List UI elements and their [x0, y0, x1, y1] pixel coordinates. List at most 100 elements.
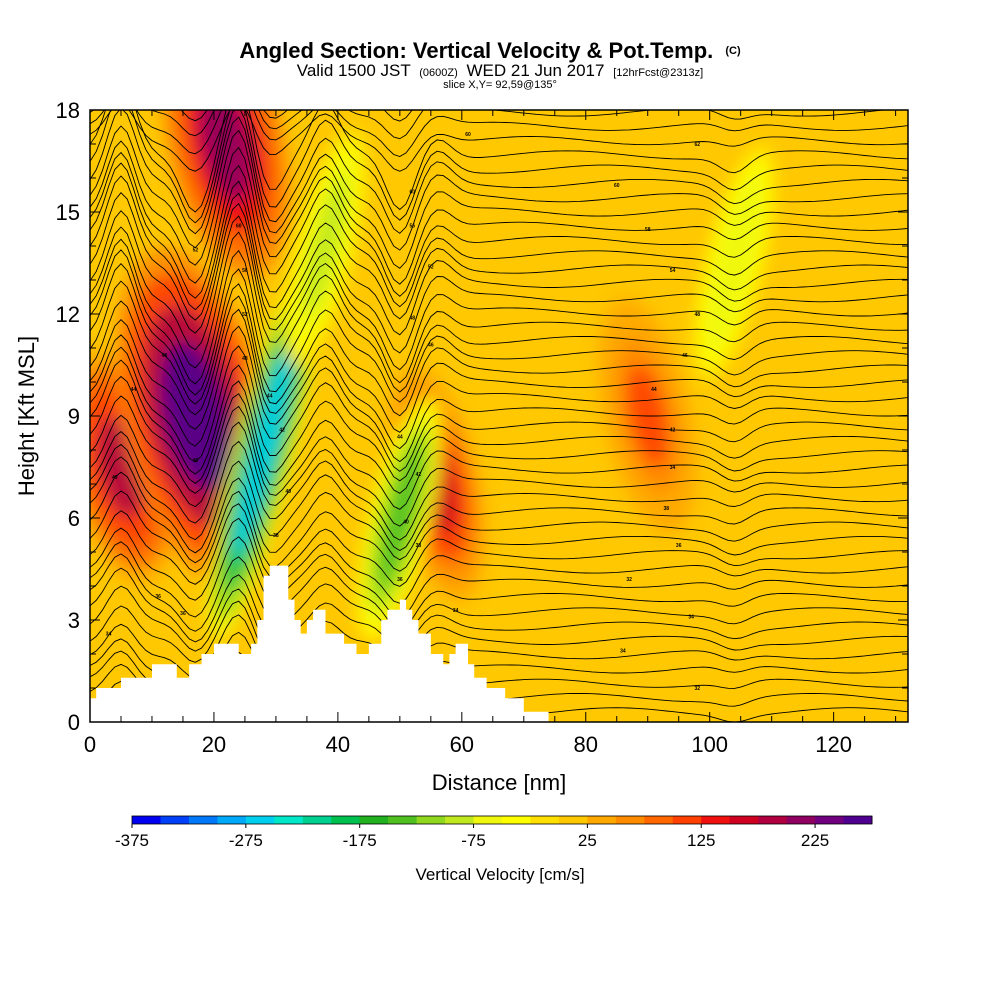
theta-contour-line: [90, 375, 908, 484]
contour-label-text: 46: [193, 458, 199, 464]
colorbar: [131, 815, 873, 825]
contour-label-text: 46: [428, 343, 434, 349]
contour-label-text: 38: [416, 543, 422, 549]
colorbar-swatch: [672, 816, 702, 824]
colorbar-labels: -375 -275 -175 -75 25 125 225: [115, 824, 829, 850]
x-axis-title: Distance [nm]: [432, 770, 567, 795]
contour-label-text: 60: [614, 183, 620, 189]
y-axis-title: Height [Kft MSL]: [14, 336, 39, 496]
y-tick-label: 9: [68, 404, 80, 429]
x-axis: 0 20 40 60 80 100 120: [84, 110, 897, 757]
colorbar-tick-label: -75: [461, 831, 486, 850]
contour-label-16: 60: [409, 190, 415, 196]
updraft-1-band-3: [161, 342, 230, 490]
contour-label-text: 44: [651, 387, 657, 393]
theta-contour-line: [90, 585, 908, 652]
contour-label-15: 38: [273, 533, 279, 539]
contour-label-33: 44: [651, 387, 657, 393]
theta-contour-line: [90, 359, 908, 475]
colorbar-swatch: [729, 816, 759, 824]
colorbar-swatch: [530, 816, 560, 824]
contour-label-30: 54: [670, 268, 676, 274]
theta-contour-line: [90, 110, 908, 224]
contour-label-text: 56: [409, 224, 415, 230]
y-tick-label: 12: [56, 302, 80, 327]
theta-contour-line: [90, 129, 908, 269]
valid-date: WED 21 Jun 2017: [466, 61, 604, 80]
theta-contour-line: [90, 295, 908, 417]
contour-label-40: 34: [620, 649, 626, 655]
colorbar-swatch: [302, 816, 332, 824]
colorbar-swatch: [245, 816, 275, 824]
contour-label-32: 46: [682, 353, 688, 359]
theta-contour-line: [90, 600, 908, 665]
contour-label-text: 42: [416, 472, 422, 478]
x-tick-label: 100: [691, 732, 728, 757]
contour-label-text: 36: [676, 543, 682, 549]
colorbar-swatch: [786, 816, 816, 824]
contour-label-21: 44: [397, 434, 403, 440]
contour-label-31: 48: [695, 312, 701, 318]
valid-utc: (0600Z): [419, 67, 458, 79]
theta-contour-line: [90, 490, 908, 573]
contour-label-text: 48: [162, 353, 168, 359]
contour-label-11: 48: [242, 356, 248, 362]
contour-label-23: 40: [403, 519, 409, 525]
theta-contour-line: [90, 456, 908, 554]
theta-contour-line: [90, 517, 908, 604]
theta-contour-line: [90, 536, 908, 619]
theta-contour-line: [90, 345, 908, 463]
chart-title: Angled Section: Vertical Velocity & Pot.…: [239, 38, 741, 63]
chart-subtitle: Valid 1500 JST (0600Z) WED 21 Jun 2017 […: [297, 61, 703, 80]
colorbar-swatch: [758, 816, 788, 824]
contour-label-18: 52: [428, 264, 434, 270]
contour-label-19: 48: [409, 315, 415, 321]
theta-contour-line: [90, 202, 908, 336]
contour-label-36: 38: [664, 506, 670, 512]
theta-contour-line: [90, 110, 908, 172]
contour-label-text: 44: [267, 394, 273, 400]
contour-label-text: 36: [397, 577, 403, 583]
contour-label-8: 60: [236, 224, 242, 230]
colorbar-swatch: [587, 816, 617, 824]
contour-label-9: 56: [242, 268, 248, 274]
contour-label-7: 52: [193, 247, 199, 253]
y-tick-label: 15: [56, 200, 80, 225]
theta-contour-line: [90, 325, 908, 450]
colorbar-swatch: [359, 816, 389, 824]
contour-label-text: 34: [670, 465, 676, 471]
x-tick-label: 40: [326, 732, 350, 757]
contour-label-text: 40: [112, 475, 118, 481]
contour-label-text: 42: [279, 428, 285, 434]
contour-label-37: 36: [676, 543, 682, 549]
colorbar-swatch: [615, 816, 645, 824]
contour-label-text: 52: [193, 247, 199, 253]
colorbar-swatch: [160, 816, 190, 824]
contour-label-22: 42: [416, 472, 422, 478]
contour-label-text: 48: [695, 312, 701, 318]
colorbar-tick-label: -375: [115, 831, 149, 850]
contour-label-text: 34: [620, 649, 626, 655]
contour-label-text: 40: [286, 489, 292, 495]
contour-label-29: 58: [645, 227, 651, 233]
contour-label-25: 36: [397, 577, 403, 583]
contour-label-34: 42: [670, 428, 676, 434]
x-tick-label: 0: [84, 732, 96, 757]
contour-label-text: 38: [273, 533, 279, 539]
theta-contour-line: [90, 614, 908, 681]
terrain: [90, 565, 908, 722]
contour-label-10: 52: [242, 312, 248, 318]
contour-label-text: 34: [453, 608, 459, 614]
contour-labels: 34 36 36 40 44 48 46 52 60 56 52 48 44 42 40 38 60 56 52 48…: [106, 132, 701, 692]
theta-contour-line: [90, 308, 908, 433]
colorbar-swatch: [502, 816, 531, 824]
downdraft-band-3: [691, 141, 778, 385]
contour-label-text: 48: [409, 315, 415, 321]
colorbar-swatch: [188, 816, 218, 824]
downdraft-1-band-3: [378, 448, 421, 588]
colorbar-swatch: [331, 816, 361, 824]
contour-label-text: 52: [242, 312, 248, 318]
theta-contour-line: [90, 231, 908, 371]
theta-contour-line: [90, 146, 908, 285]
contour-label-text: 56: [242, 268, 248, 274]
